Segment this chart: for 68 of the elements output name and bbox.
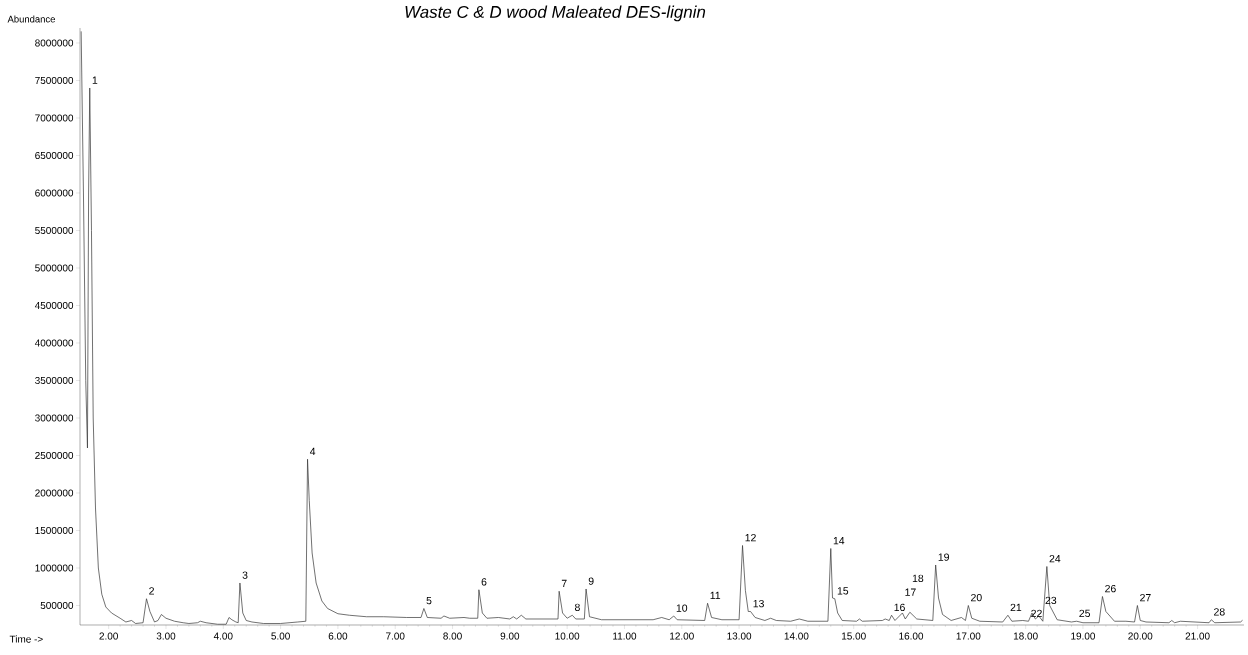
y-tick-label: 4000000 bbox=[34, 339, 74, 347]
annotation: 28 bbox=[1214, 608, 1225, 616]
x-tick-label: 21.00 bbox=[1185, 632, 1210, 640]
y-tick-label: 7000000 bbox=[35, 114, 74, 122]
y-tick-label: 5000000 bbox=[35, 264, 74, 272]
annotation: 13 bbox=[753, 599, 764, 608]
annotation: 7 bbox=[561, 579, 567, 588]
x-tick-label: 14.00 bbox=[784, 632, 809, 640]
y-tick-label: 1000000 bbox=[35, 564, 74, 572]
chart-title: Waste C & D wood Maleated DES-lignin bbox=[405, 5, 706, 22]
y-tick-label: 3500000 bbox=[35, 376, 74, 385]
x-tick-label: 13.00 bbox=[727, 632, 752, 640]
annotation: 12 bbox=[745, 533, 756, 542]
x-tick-label: 20.00 bbox=[1128, 632, 1153, 640]
y-axis-title: Abundance bbox=[7, 15, 55, 23]
y-tick-label: 3000000 bbox=[35, 414, 74, 422]
y-tick-label: 1500000 bbox=[35, 526, 74, 535]
x-tick-label: 8.00 bbox=[443, 632, 462, 640]
x-tick-label: 4.00 bbox=[213, 632, 233, 640]
annotation: 11 bbox=[710, 591, 721, 600]
y-tick-label: 2500000 bbox=[35, 451, 74, 460]
annotation: 8 bbox=[574, 603, 580, 612]
x-tick-label: 9.00 bbox=[500, 632, 520, 640]
x-tick-label: 16.00 bbox=[899, 632, 924, 640]
line-series bbox=[80, 31, 1243, 625]
annotation: 19 bbox=[938, 553, 949, 561]
annotation: 26 bbox=[1105, 584, 1116, 593]
y-tick-label: 8000000 bbox=[35, 39, 74, 47]
y-tick-label: 2000000 bbox=[35, 489, 74, 497]
annotation: 4 bbox=[309, 447, 316, 456]
annotation: 17 bbox=[905, 588, 916, 596]
x-tick-label: 10.00 bbox=[555, 632, 580, 640]
x-tick-label: 19.00 bbox=[1071, 632, 1096, 640]
y-tick-label: 6500000 bbox=[35, 151, 74, 160]
y-tick-label: 5500000 bbox=[35, 226, 74, 235]
annotation: 1 bbox=[92, 76, 98, 84]
annotation: 15 bbox=[837, 587, 849, 595]
annotation: 14 bbox=[833, 537, 845, 545]
annotation: 21 bbox=[1010, 603, 1022, 612]
annotation: 22 bbox=[1031, 609, 1042, 618]
annotation: 18 bbox=[912, 574, 924, 583]
x-tick-label: 15.00 bbox=[842, 632, 866, 640]
annotation: 23 bbox=[1045, 596, 1057, 605]
x-tick-label: 11.00 bbox=[613, 632, 637, 640]
annotation: 16 bbox=[894, 603, 905, 612]
annotation: 10 bbox=[676, 604, 688, 612]
annotation: 27 bbox=[1140, 593, 1151, 602]
x-axis-title: Time -> bbox=[9, 635, 43, 643]
annotation: 2 bbox=[149, 587, 154, 595]
y-tick-label: 4500000 bbox=[34, 301, 74, 310]
x-tick-label: 18.00 bbox=[1013, 632, 1038, 640]
x-tick-label: 5.00 bbox=[271, 632, 290, 640]
x-tick-label: 2.00 bbox=[99, 632, 118, 640]
annotation: 25 bbox=[1079, 609, 1091, 618]
annotation: 20 bbox=[971, 593, 982, 602]
annotation: 9 bbox=[588, 577, 594, 585]
x-tick-label: 6.00 bbox=[328, 632, 348, 640]
x-tick-label: 3.00 bbox=[156, 632, 176, 640]
annotation: 5 bbox=[426, 597, 432, 605]
y-tick-label: 500000 bbox=[40, 601, 74, 610]
y-tick-label: 6000000 bbox=[35, 189, 74, 197]
annotation: 6 bbox=[481, 578, 487, 586]
annotation: 24 bbox=[1049, 554, 1061, 563]
y-tick-label: 7500000 bbox=[35, 76, 74, 85]
x-tick-label: 7.00 bbox=[386, 632, 405, 640]
x-tick-label: 12.00 bbox=[670, 632, 694, 640]
annotation: 3 bbox=[242, 571, 248, 579]
x-tick-label: 17.00 bbox=[956, 632, 981, 640]
